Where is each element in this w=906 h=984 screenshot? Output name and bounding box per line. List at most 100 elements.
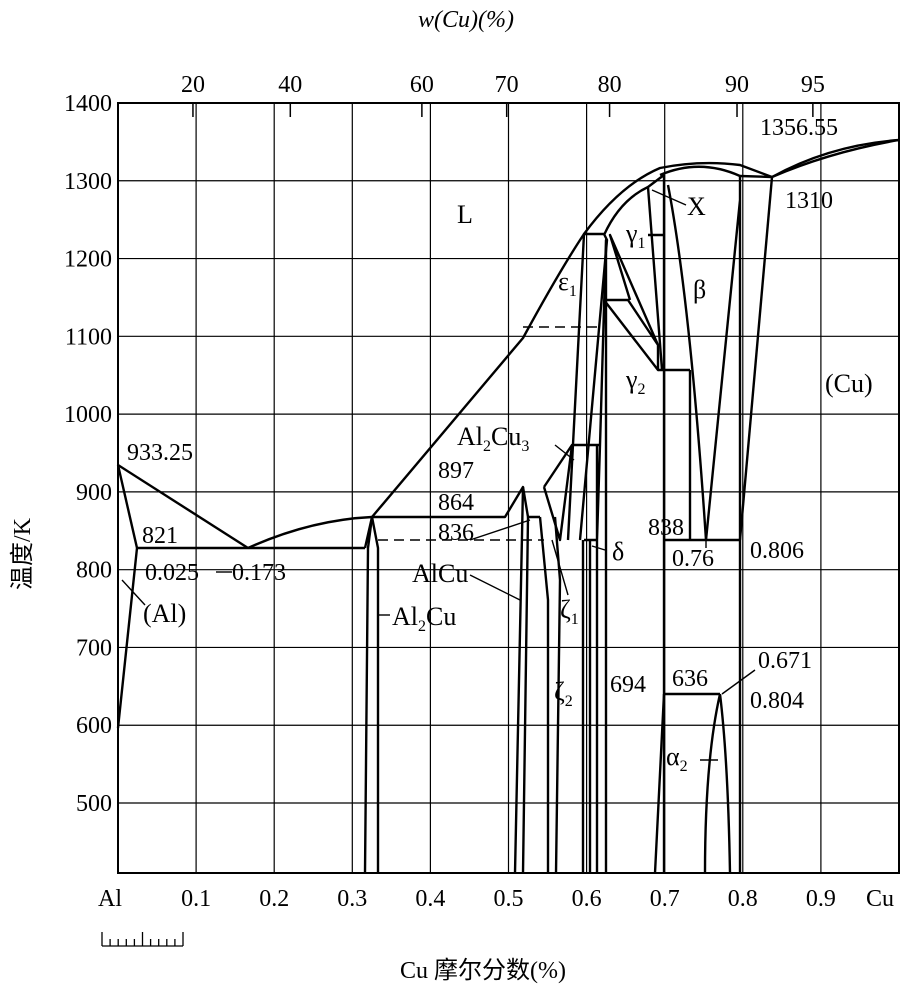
phase-zeta1: ζ1 [560,595,579,628]
bottom-scale [101,932,184,947]
y-tick-labels: 1400 1300 1200 1100 1000 900 800 700 600 500 [64,91,112,817]
phase-al: (Al) [143,599,186,628]
phase-gamma1: γ1 [625,219,646,252]
y-tick-label: 600 [76,713,112,739]
y-tick-label: 700 [76,635,112,661]
cu-solvus [738,176,774,541]
beta-right [704,176,742,873]
leader-lines [121,189,756,761]
liquidus-al-side [117,463,249,550]
x-end-left: Al [98,886,122,912]
label-1356: 1356.55 [760,115,838,141]
leader-836 [469,519,531,541]
y-tick-label: 1000 [64,402,112,428]
y-tick-label: 1400 [64,91,112,117]
x-tick-label: 0.2 [259,886,289,912]
top-axis-label: w(Cu)(%) [418,7,514,33]
phase-cu: (Cu) [825,369,873,398]
al2cu-right [370,516,380,873]
top-tick-marks [192,103,814,117]
x-tick-label: 0.5 [494,886,524,912]
top-tick-label: 20 [181,72,205,98]
alcu-boundaries [513,486,530,874]
x-end-right: Cu [866,886,894,912]
leader-zeta1 [551,539,569,596]
label-897: 897 [438,458,474,484]
label-821: 821 [142,523,178,549]
label-0025: 0.025 [145,560,199,586]
grid [118,103,899,873]
y-tick-label: 800 [76,558,112,584]
phase-beta: β [693,275,706,304]
label-636: 636 [672,666,708,692]
y-tick-label: 1200 [64,247,112,273]
phase-al2cu: Al2Cu [392,602,456,635]
x-tick-labels: 0.1 0.2 0.3 0.4 0.5 0.6 0.7 0.8 0.9 [181,886,836,912]
x-tick-label: 0.9 [806,886,836,912]
x-tick-label: 0.4 [415,886,445,912]
liquidus-al2cu [247,515,373,550]
phase-x: X [687,192,706,221]
top-tick-label: 40 [278,72,302,98]
label-864: 864 [438,490,474,516]
label-933: 933.25 [127,440,193,466]
top-tick-label: 60 [410,72,434,98]
phase-zeta2: ζ2 [554,677,573,710]
x-tick-label: 0.1 [181,886,211,912]
x-tick-label: 0.7 [650,886,680,912]
label-0806: 0.806 [750,538,804,564]
phase-liquid: L [457,200,473,229]
phase-gamma2: γ2 [625,365,646,398]
gamma2-lines [658,368,692,540]
phase-boundaries [116,138,900,874]
y-tick-label: 1300 [64,169,112,195]
leader-al2cu3 [554,444,575,461]
top-tick-label: 70 [495,72,519,98]
beta-region-top [659,165,741,178]
y-tick-label: 1100 [65,324,112,350]
gamma1-region [603,233,660,372]
solidus-cu-side [739,138,900,179]
plot-frame [117,102,900,874]
y-tick-label: 500 [76,791,112,817]
phase-epsilon1: ε1 [558,267,577,300]
top-tick-label: 90 [725,72,749,98]
al2cu-left [363,515,374,874]
label-0173: 0.173 [232,560,286,586]
label-838: 838 [648,515,684,541]
x-axis-label: Cu 摩尔分数(%) [400,957,566,984]
top-tick-label: 95 [801,72,825,98]
y-axis-label: 温度/K [9,517,36,590]
x-tick-label: 0.6 [572,886,602,912]
label-0804: 0.804 [750,688,804,714]
phase-alcu: AlCu [412,559,468,588]
y-tick-label: 900 [76,480,112,506]
label-0671: 0.671 [758,648,812,674]
top-tick-label: 80 [598,72,622,98]
x-tick-label: 0.3 [337,886,367,912]
label-076: 0.76 [672,546,714,572]
leader-alcu [469,574,521,601]
leader-0671 [721,669,756,695]
leader-al [121,579,146,606]
leader-x [651,189,687,206]
delta-region [574,238,608,873]
liquidus-main [371,161,773,518]
leader-delta [591,545,606,551]
alpha2-region [653,693,732,874]
x-tick-label: 0.8 [728,886,758,912]
al-solvus [116,464,139,729]
top-tick-labels: 20 40 60 70 80 90 95 [181,72,825,98]
label-1310: 1310 [785,188,833,214]
eta-region [542,443,574,542]
phase-alpha2: α2 [666,742,688,775]
label-836: 836 [438,520,474,546]
phase-delta: δ [612,537,624,566]
liquidus-cu-side [771,138,900,179]
label-694: 694 [610,672,646,698]
dashed-lines [378,326,604,541]
beta-left [666,184,708,541]
zeta-boundaries [538,516,562,874]
phase-al2cu3: Al2Cu3 [457,422,529,455]
